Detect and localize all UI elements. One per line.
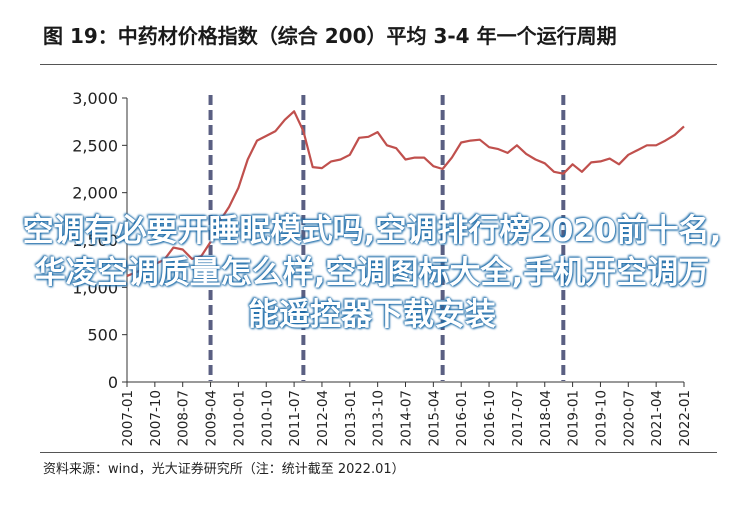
y-tick-label: 500 [87, 326, 118, 345]
x-tick-label: 2017-07 [510, 390, 526, 446]
x-axis-ticks: 2007-01 2007-10 2008-07 2009-04 2010-01 2010-… [120, 382, 693, 446]
x-tick-label: 2013-01 [343, 390, 359, 446]
y-tick-label: 2,000 [72, 184, 118, 203]
x-tick-label: 2014-07 [399, 390, 415, 446]
x-tick-label: 2016-10 [482, 390, 498, 446]
watermark-overlay-text: 空调有必要开睡眠模式吗,空调排行榜2020前十名,华凌空调质量怎么样,空调图标大… [22, 213, 722, 333]
series-line [126, 110, 685, 278]
cycle-markers [208, 95, 566, 381]
x-tick-label: 2010-01 [231, 390, 247, 446]
x-tick-label: 2013-10 [371, 390, 387, 446]
x-tick-label: 2019-10 [593, 390, 609, 446]
chart-title: 图 19：中药材价格指数（综合 200）平均 3-4 年一个运行周期 [43, 24, 617, 48]
x-tick-label: 2020-07 [621, 390, 637, 446]
x-tick-label: 2019-01 [566, 390, 582, 446]
x-tick-label: 2015-04 [426, 390, 442, 446]
x-tick-label: 2016-01 [454, 390, 470, 446]
x-tick-label: 2012-04 [315, 390, 331, 446]
y-tick-label: 3,000 [72, 89, 118, 108]
x-tick-label: 2010-10 [259, 390, 275, 446]
x-tick-label: 2008-07 [176, 390, 192, 446]
x-tick-label: 2022-01 [677, 390, 693, 446]
x-tick-label: 2021-04 [649, 390, 665, 446]
y-tick-label: 1,000 [72, 278, 118, 297]
y-axis-ticks: 0 500 1,000 1,500 2,000 2,500 3,000 [72, 89, 127, 392]
title-divider [40, 64, 717, 65]
y-tick-label: 2,500 [72, 136, 118, 155]
source-note: 资料来源：wind，光大证券研究所（注：统计截至 2022.01） [43, 462, 405, 477]
source-divider [40, 452, 717, 453]
y-tick-label: 0 [108, 373, 118, 392]
x-tick-label: 2009-04 [204, 390, 220, 446]
x-tick-label: 2007-10 [148, 390, 164, 446]
series-lines [126, 110, 685, 278]
x-tick-label: 2011-07 [287, 390, 303, 446]
x-tick-label: 2018-04 [538, 390, 554, 446]
y-tick-label: 1,500 [72, 231, 118, 250]
x-tick-label: 2007-01 [120, 390, 136, 446]
